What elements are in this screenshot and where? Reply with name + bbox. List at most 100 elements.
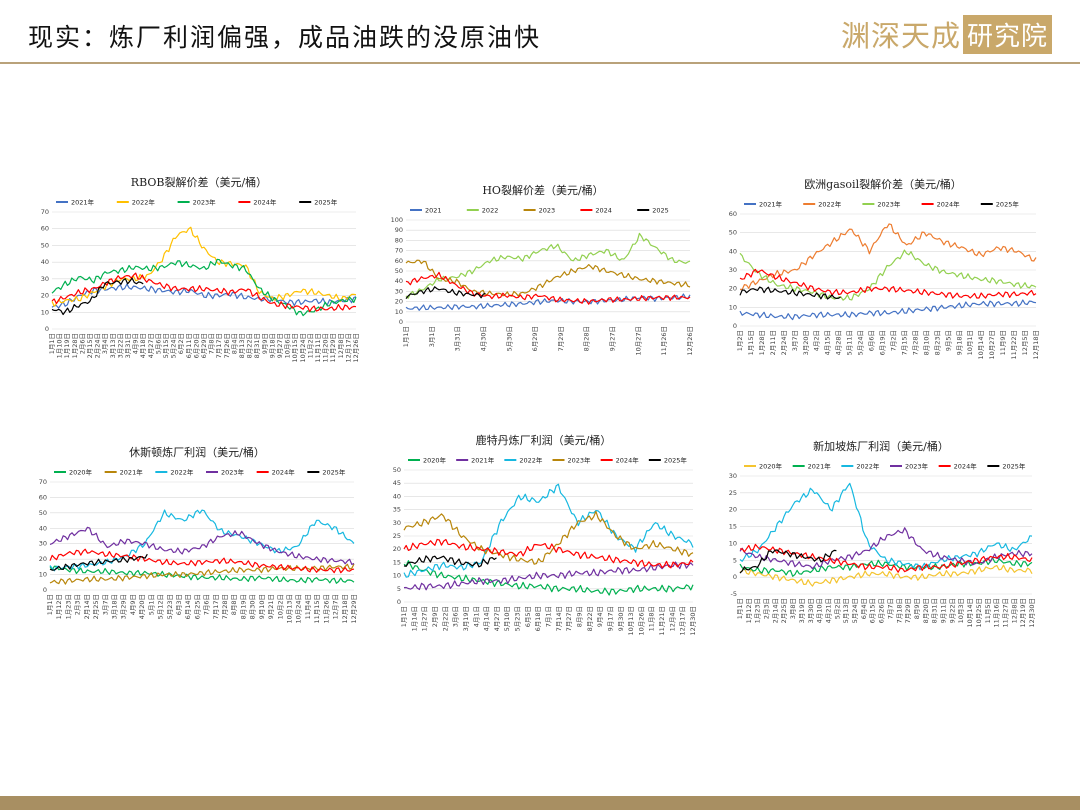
series-line (739, 543, 1033, 573)
x-tick-label: 3月31日 (454, 326, 462, 351)
x-tick-label: 9月4日 (596, 606, 604, 627)
x-tick-label: 4月20日 (138, 594, 146, 619)
x-tick-label: 9月9日 (261, 333, 269, 354)
y-tick-label: 0 (397, 598, 401, 606)
logo-text: 渊深天成 (840, 19, 961, 53)
y-tick-label: 30 (39, 540, 47, 548)
x-tick-label: 12月26日 (352, 333, 360, 363)
legend-label: 2022年 (132, 198, 156, 207)
x-tick-label: 1月1日 (736, 598, 744, 619)
series-line (739, 556, 1033, 577)
y-tick-label: 20 (729, 506, 737, 514)
series-line (403, 483, 694, 578)
x-tick-label: 8月31日 (931, 598, 939, 623)
y-tick-label: 50 (393, 466, 401, 474)
x-tick-label: 12月30日 (1028, 598, 1036, 628)
x-tick-label: 5月2日 (833, 598, 841, 619)
legend-label: 2025 (652, 207, 669, 215)
x-tick-label: 2月22日 (441, 606, 449, 631)
x-tick-label: 6月2日 (177, 333, 185, 354)
x-tick-label: 11月16日 (993, 598, 1001, 628)
series-line (739, 268, 1037, 299)
y-tick-label: 20 (39, 555, 47, 563)
legend-label: 2024 (595, 207, 612, 215)
x-tick-label: 3月1日 (428, 326, 436, 347)
legend-label: 2025年 (664, 456, 688, 465)
x-tick-label: 6月18日 (534, 606, 542, 631)
x-tick-label: 3月29日 (120, 594, 128, 619)
x-tick-label: 6月20日 (192, 333, 200, 358)
x-tick-label: 8月19日 (239, 594, 247, 619)
x-tick-label: 4月18日 (139, 333, 147, 358)
x-tick-label: 6月11日 (185, 333, 193, 358)
series-line (405, 293, 691, 311)
x-tick-label: 10月1日 (966, 330, 974, 355)
x-tick-label: 11月15日 (313, 594, 321, 624)
x-tick-label: 9月21日 (267, 594, 275, 619)
y-tick-label: 30 (729, 472, 737, 480)
x-tick-label: 9月11日 (940, 598, 948, 623)
x-tick-label: 11月8日 (648, 606, 656, 631)
x-tick-label: 4月1日 (472, 606, 480, 627)
y-tick-label: 0 (733, 573, 737, 581)
x-tick-label: 3月13日 (109, 333, 117, 358)
y-tick-label: 30 (393, 519, 401, 527)
x-tick-label: 7月15日 (900, 330, 908, 355)
x-tick-label: 5月10日 (503, 606, 511, 631)
y-tick-label: 10 (393, 572, 401, 580)
x-tick-label: 7月14日 (555, 606, 563, 631)
x-tick-label: 5月13日 (842, 598, 850, 623)
series-line (403, 538, 694, 569)
x-tick-label: 2月25日 (92, 594, 100, 619)
x-tick-label: 6月3日 (175, 594, 183, 615)
x-tick-label: 7月17日 (212, 594, 220, 619)
legend-label: 2020年 (759, 462, 783, 471)
series-line (403, 561, 694, 591)
x-tick-label: 11月22日 (1010, 330, 1018, 360)
y-tick-label: 10 (41, 308, 49, 316)
x-tick-label: 10月27日 (634, 326, 642, 356)
series-line (739, 299, 1037, 321)
x-tick-label: 4月30日 (479, 326, 487, 351)
x-tick-label: 1月28日 (758, 330, 766, 355)
x-tick-label: 3月31日 (124, 333, 132, 358)
y-tick-label: 10 (729, 303, 737, 311)
y-tick-label: 15 (729, 523, 737, 531)
footer-bar (0, 796, 1080, 810)
x-tick-label: 10月25日 (975, 598, 983, 628)
series-line (403, 555, 497, 568)
x-tick-label: 8月8日 (230, 594, 238, 615)
legend-label: 2022年 (170, 468, 194, 477)
chart-title: HO裂解价差（美元/桶） (482, 183, 603, 197)
x-tick-label: 11月5日 (984, 598, 992, 623)
y-tick-label: 20 (729, 285, 737, 293)
x-tick-label: 10月14日 (966, 598, 974, 628)
x-tick-label: 12月29日 (350, 594, 358, 624)
y-tick-label: 0 (43, 586, 47, 594)
legend-label: 2022年 (856, 462, 880, 471)
x-tick-label: 10月26日 (637, 606, 645, 636)
y-tick-label: 60 (41, 225, 49, 233)
legend-label: 2024年 (253, 198, 277, 207)
legend-label: 2021 (425, 207, 442, 215)
series-line (739, 482, 1033, 571)
x-tick-label: 10月14日 (977, 330, 985, 360)
y-tick-label: 60 (39, 493, 47, 501)
y-tick-label: 45 (393, 479, 401, 487)
legend-label: 2021年 (120, 468, 144, 477)
x-tick-label: 6月29日 (200, 333, 208, 358)
chart-title: 新加坡炼厂利润（美元/桶） (813, 439, 949, 453)
y-tick-label: 90 (395, 226, 403, 234)
y-tick-label: 30 (729, 266, 737, 274)
x-tick-label: 12月17日 (344, 333, 352, 363)
x-tick-label: 2月11日 (769, 330, 777, 355)
y-tick-label: 5 (397, 585, 401, 593)
x-tick-label: 5月11日 (846, 330, 854, 355)
legend-label: 2023年 (193, 198, 217, 207)
x-tick-label: 3月20日 (802, 330, 810, 355)
x-tick-label: 6月25日 (193, 594, 201, 619)
legend-label: 2021年 (71, 198, 95, 207)
y-tick-label: 70 (41, 208, 49, 216)
chart-europe-gasoil-crack: 欧洲gasoil裂解价差（美元/桶） 2021年 2022年 2023年 2024年 20… (722, 174, 1044, 384)
x-tick-label: 7月1日 (545, 606, 553, 627)
